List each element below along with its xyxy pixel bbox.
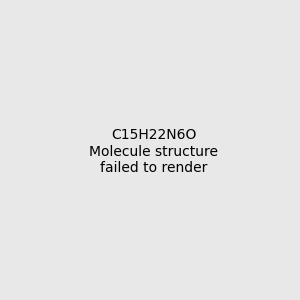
Text: C15H22N6O
Molecule structure
failed to render: C15H22N6O Molecule structure failed to r…: [89, 128, 218, 175]
